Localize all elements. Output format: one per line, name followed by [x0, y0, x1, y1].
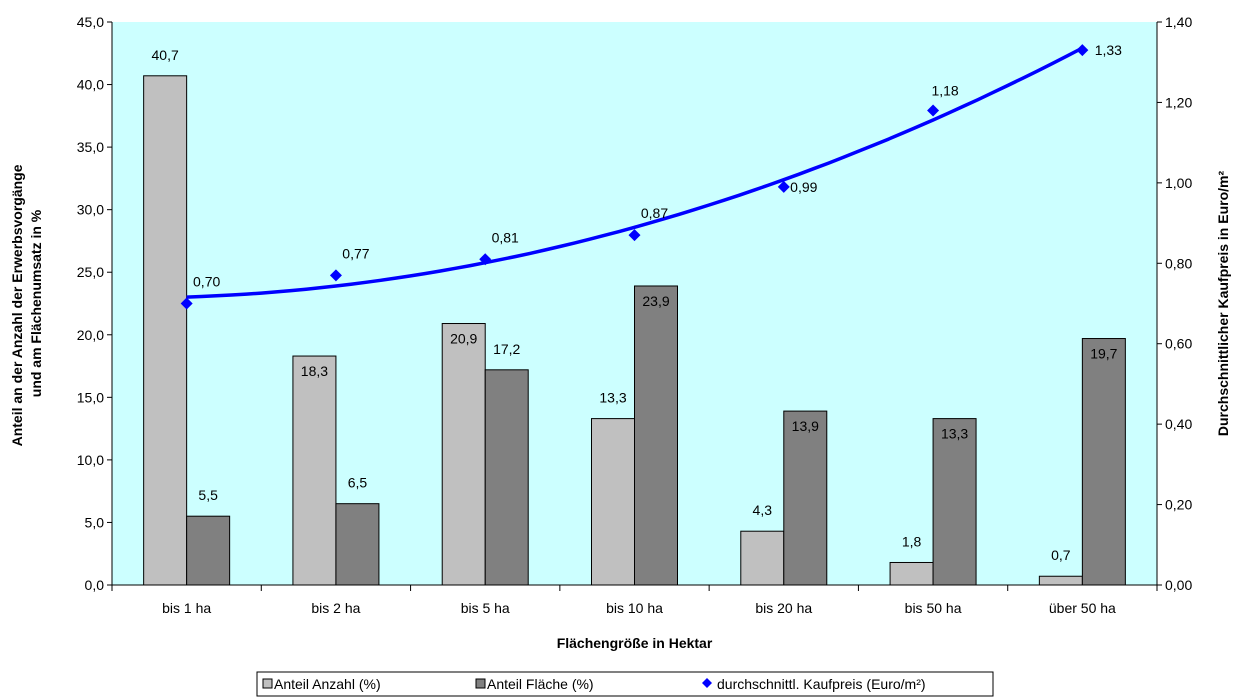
bar-anteil-flaeche-bis-10-ha: [634, 285, 678, 586]
y2-tick-label: 0,40: [1165, 416, 1192, 432]
y-tick-label: 15,0: [77, 389, 104, 405]
x-tick-label-bis-1-ha: bis 1 ha: [162, 600, 211, 616]
y2-tick-label: 1,40: [1165, 14, 1192, 30]
marker-kaufpreis-bis-5-ha: [479, 253, 492, 266]
y-tick-label: 25,0: [77, 264, 104, 280]
data-label-anteil-anzahl-bis-20-ha: 4,3: [753, 502, 773, 518]
bar-anteil-anzahl-bis-50-ha: [889, 561, 934, 586]
data-label-kaufpreis-bis-10-ha: 0,87: [641, 205, 668, 221]
y-tick-label: 45,0: [77, 14, 104, 30]
y-tick-label: 40,0: [77, 77, 104, 93]
y-axis-title: Anteil an der Anzahl der Erwerbsvorgänge…: [9, 161, 44, 447]
y-tick-label: 30,0: [77, 202, 104, 218]
y2-tick-label: 0,20: [1165, 497, 1192, 513]
marker-kaufpreis-bis-20-ha: [777, 180, 790, 193]
y-axis-title-line-2: und am Flächenumsatz in %: [28, 209, 44, 397]
legend-label-anteil-anzahl: Anteil Anzahl (%): [274, 676, 381, 692]
data-label-kaufpreis-bis-2-ha: 0,77: [342, 245, 369, 261]
x-tick-label-bis-20-ha: bis 20 ha: [755, 600, 812, 616]
data-label-anteil-anzahl-bis-5-ha: 20,9: [450, 331, 477, 347]
data-label-anteil-flaeche-bis-2-ha: 6,5: [348, 475, 368, 491]
legend-label-kaufpreis: durchschnittl. Kaufpreis (Euro/m²): [717, 676, 926, 692]
y2-tick-label: 1,00: [1165, 175, 1192, 191]
bar-anteil-flaeche-bis-5-ha: [484, 369, 529, 586]
data-label-anteil-flaeche-bis-1-ha: 5,5: [198, 487, 218, 503]
data-label-anteil-flaeche-bis-5-ha: 17,2: [493, 341, 520, 357]
bar-anteil-flaeche-ueber-50-ha: [1081, 338, 1126, 586]
y2-tick-label: 0,00: [1165, 577, 1192, 593]
trendline-kaufpreis: [186, 46, 1084, 299]
y2-tick-label: 0,60: [1165, 336, 1192, 352]
bar-anteil-flaeche-bis-2-ha: [335, 503, 380, 586]
legend: Anteil Anzahl (%) Anteil Fläche (%) durc…: [256, 671, 994, 697]
data-label-kaufpreis-bis-1-ha: 0,70: [193, 274, 220, 290]
data-label-anteil-flaeche-bis-50-ha: 13,3: [941, 426, 968, 442]
bar-anteil-flaeche-bis-1-ha: [186, 515, 231, 586]
bar-anteil-anzahl-bis-2-ha: [292, 355, 337, 586]
data-label-kaufpreis-bis-20-ha: 0,99: [790, 179, 817, 195]
bar-anteil-anzahl-bis-20-ha: [740, 530, 785, 586]
marker-kaufpreis-bis-10-ha: [628, 229, 641, 242]
y-tick-label: 10,0: [77, 452, 104, 468]
data-label-kaufpreis-bis-50-ha: 1,18: [931, 82, 958, 98]
bar-anteil-anzahl-bis-5-ha: [441, 323, 486, 586]
data-label-anteil-flaeche-ueber-50-ha: 19,7: [1090, 346, 1117, 362]
marker-kaufpreis-bis-1-ha: [180, 297, 193, 310]
data-label-anteil-anzahl-bis-50-ha: 1,8: [902, 533, 922, 549]
y-tick-label: 20,0: [77, 327, 104, 343]
bar-anteil-flaeche-bis-50-ha: [932, 418, 977, 586]
x-tick-label-bis-5-ha: bis 5 ha: [461, 600, 510, 616]
data-label-anteil-anzahl-bis-1-ha: 40,7: [152, 47, 179, 63]
data-label-kaufpreis-ueber-50-ha: 1,33: [1095, 42, 1122, 58]
x-tick-label-bis-10-ha: bis 10 ha: [606, 600, 663, 616]
bar-anteil-anzahl-ueber-50-ha: [1038, 575, 1083, 586]
marker-kaufpreis-bis-50-ha: [927, 104, 940, 117]
marker-kaufpreis-ueber-50-ha: [1076, 44, 1089, 57]
legend-marker-kaufpreis: [702, 678, 712, 688]
data-label-anteil-flaeche-bis-20-ha: 13,9: [792, 418, 819, 434]
marker-kaufpreis-bis-2-ha: [329, 269, 342, 282]
y2-tick-label: 0,80: [1165, 255, 1192, 271]
data-label-kaufpreis-bis-5-ha: 0,81: [492, 229, 519, 245]
legend-swatch-anteil-anzahl: [262, 678, 273, 689]
legend-label-anteil-flaeche: Anteil Fläche (%): [487, 676, 594, 692]
legend-box: [256, 671, 994, 697]
y2-tick-label: 1,20: [1165, 94, 1192, 110]
data-label-anteil-anzahl-bis-10-ha: 13,3: [599, 390, 626, 406]
y-tick-label: 0,0: [85, 577, 105, 593]
legend-swatch-anteil-flaeche: [475, 678, 486, 689]
data-label-anteil-anzahl-ueber-50-ha: 0,7: [1051, 547, 1071, 563]
x-tick-label-bis-50-ha: bis 50 ha: [905, 600, 962, 616]
x-axis-title: Flächengröße in Hektar: [557, 635, 713, 651]
y-tick-label: 35,0: [77, 139, 104, 155]
y-tick-label: 5,0: [85, 514, 105, 530]
data-label-anteil-flaeche-bis-10-ha: 23,9: [642, 293, 669, 309]
bar-anteil-anzahl-bis-1-ha: [143, 75, 188, 586]
x-tick-label-ueber-50-ha: über 50 ha: [1049, 600, 1116, 616]
y-axis-title-line-1: Anteil an der Anzahl der Erwerbsvorgänge: [9, 164, 25, 446]
data-label-anteil-anzahl-bis-2-ha: 18,3: [301, 363, 328, 379]
y2-axis-title: Durchschnittlicher Kaufpreis in Euro/m²: [1215, 171, 1231, 437]
x-tick-label-bis-2-ha: bis 2 ha: [311, 600, 360, 616]
bar-anteil-flaeche-bis-20-ha: [783, 410, 828, 586]
bar-anteil-anzahl-bis-10-ha: [591, 418, 635, 586]
